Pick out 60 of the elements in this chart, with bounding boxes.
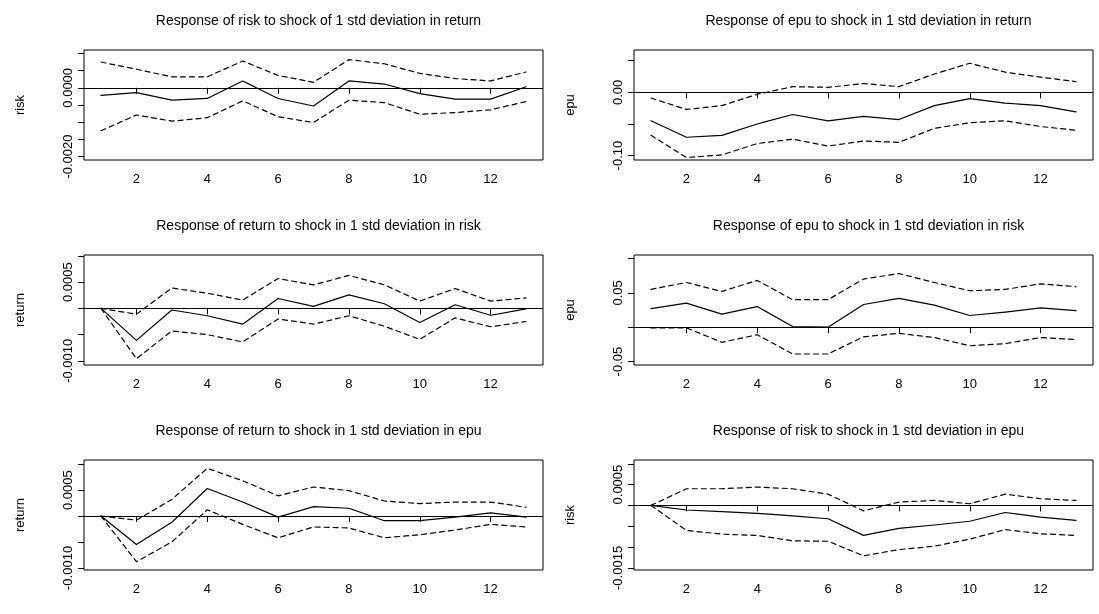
y-tick-label: 0.0005: [610, 464, 625, 505]
x-tick-label: 4: [753, 376, 761, 391]
x-tick-label: 2: [132, 581, 141, 596]
x-tick-label: 12: [483, 581, 498, 596]
x-tick-label: 10: [412, 171, 427, 186]
y-tick-label: 0.0000: [60, 67, 75, 108]
x-tick-label: 8: [345, 581, 353, 596]
x-tick-label: 2: [132, 376, 141, 391]
x-tick-label: 4: [753, 171, 761, 186]
y-tick-label: -0.0020: [60, 134, 75, 179]
y-axis-title: epu: [562, 299, 577, 321]
y-tick-label: 0.00: [610, 79, 625, 106]
x-tick-label: 8: [895, 171, 903, 186]
x-tick-label: 2: [682, 581, 691, 596]
chart-title: Response of risk to shock in 1 std deviation in epu: [712, 422, 1025, 438]
x-tick-label: 2: [682, 376, 691, 391]
y-axis-title: epu: [562, 94, 577, 116]
x-tick-label: 6: [274, 171, 282, 186]
x-tick-label: 8: [345, 171, 353, 186]
y-axis-title: return: [12, 498, 27, 532]
x-tick-label: 10: [962, 376, 977, 391]
x-tick-label: 4: [203, 376, 211, 391]
x-tick-label: 10: [962, 171, 977, 186]
x-tick-label: 6: [824, 171, 832, 186]
y-axis-title: risk: [12, 94, 27, 116]
y-tick-label: 0.05: [610, 280, 625, 306]
chart-title: Response of epu to shock in 1 std deviation in risk: [712, 217, 1026, 233]
x-tick-label: 6: [274, 581, 282, 596]
chart-title: Response of epu to shock in 1 std deviation in return: [705, 12, 1032, 28]
x-tick-label: 4: [753, 581, 761, 596]
x-tick-label: 10: [962, 581, 977, 596]
x-tick-label: 12: [1033, 376, 1048, 391]
x-tick-label: 10: [412, 581, 427, 596]
x-tick-label: 6: [274, 376, 282, 391]
x-tick-label: 12: [1033, 171, 1048, 186]
chart-title: Response of return to shock in 1 std deviation in risk: [156, 217, 482, 233]
y-tick-label: -0.10: [610, 140, 625, 171]
y-tick-label: 0.0005: [60, 262, 75, 303]
x-tick-label: 6: [824, 581, 832, 596]
chart-title: Response of return to shock in 1 std deviation in epu: [155, 422, 482, 438]
x-tick-label: 8: [895, 581, 903, 596]
x-tick-label: 4: [203, 171, 211, 186]
x-tick-label: 6: [824, 376, 832, 391]
y-axis-title: risk: [562, 504, 577, 526]
y-axis-title: return: [12, 293, 27, 327]
x-tick-label: 8: [895, 376, 903, 391]
x-tick-label: 2: [132, 171, 141, 186]
y-tick-label: 0.0005: [60, 470, 75, 510]
chart-title: Response of risk to shock of 1 std deviation in return: [155, 12, 482, 28]
y-tick-label: -0.05: [610, 346, 625, 377]
y-tick-label: -0.0010: [60, 338, 75, 383]
x-tick-label: 12: [483, 171, 498, 186]
y-tick-label: -0.0010: [60, 545, 75, 590]
x-tick-label: 4: [203, 581, 211, 596]
x-tick-label: 12: [1033, 581, 1048, 596]
x-tick-label: 12: [483, 376, 498, 391]
x-tick-label: 10: [412, 376, 427, 391]
x-tick-label: 2: [682, 171, 691, 186]
x-tick-label: 8: [345, 376, 353, 391]
y-tick-label: -0.0015: [610, 545, 625, 590]
